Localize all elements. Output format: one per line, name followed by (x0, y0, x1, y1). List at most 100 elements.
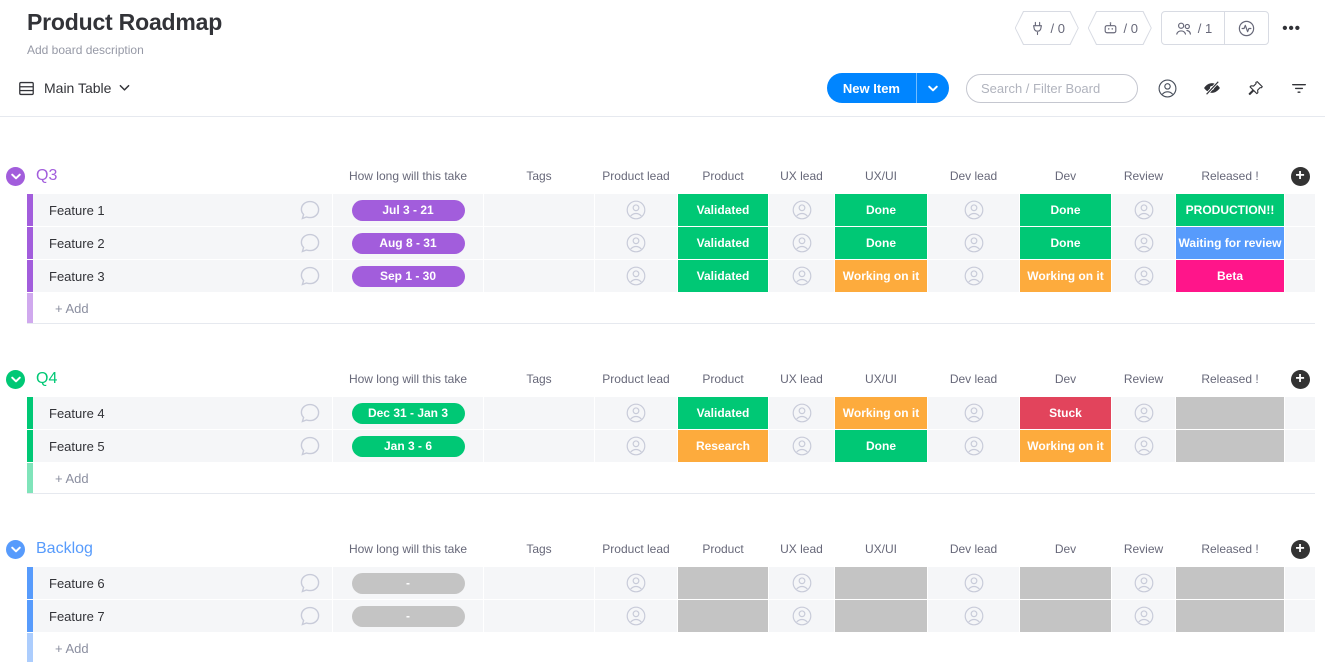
column-header-product-lead[interactable]: Product lead (602, 169, 670, 183)
search-input[interactable] (966, 73, 1138, 103)
timeline-cell[interactable]: Sep 1 - 30 (333, 260, 483, 292)
column-header-released[interactable]: Released ! (1201, 542, 1259, 556)
column-header-ux-lead[interactable]: UX lead (780, 542, 823, 556)
tags-cell[interactable] (484, 430, 594, 462)
product-lead-cell[interactable] (595, 397, 677, 429)
chat-bubble-icon[interactable] (298, 401, 322, 425)
hidden-columns-eye-icon[interactable] (1202, 78, 1222, 98)
dev-lead-cell[interactable] (928, 567, 1019, 599)
add-item-row[interactable]: + Add (27, 463, 1315, 494)
column-header-product-lead[interactable]: Product lead (602, 372, 670, 386)
dev-lead-cell[interactable] (928, 430, 1019, 462)
column-header-dev[interactable]: Dev (1054, 542, 1077, 556)
activity-badge[interactable] (1224, 12, 1268, 44)
timeline-cell[interactable]: Jul 3 - 21 (333, 194, 483, 226)
column-header-review[interactable]: Review (1123, 169, 1164, 183)
timeline-cell[interactable]: Dec 31 - Jan 3 (333, 397, 483, 429)
chat-bubble-icon[interactable] (298, 434, 322, 458)
column-header-ux-lead[interactable]: UX lead (780, 372, 823, 386)
dev-status-cell[interactable]: Stuck (1020, 397, 1111, 429)
column-header-tags[interactable]: Tags (526, 372, 552, 386)
product-lead-cell[interactable] (595, 430, 677, 462)
column-header-product[interactable]: Product (702, 169, 744, 183)
column-header-dev-lead[interactable]: Dev lead (949, 169, 998, 183)
released-status-cell[interactable] (1176, 397, 1284, 429)
ux-lead-cell[interactable] (769, 194, 834, 226)
column-header-product-lead[interactable]: Product lead (602, 542, 670, 556)
uxui-status-cell[interactable] (835, 567, 927, 599)
review-cell[interactable] (1112, 397, 1175, 429)
ux-lead-cell[interactable] (769, 260, 834, 292)
dev-lead-cell[interactable] (928, 227, 1019, 259)
ux-lead-cell[interactable] (769, 227, 834, 259)
automations-badge[interactable]: / 0 (1088, 11, 1152, 45)
timeline-cell[interactable]: - (333, 600, 483, 632)
product-status-cell[interactable]: Research (678, 430, 768, 462)
page-title[interactable]: Product Roadmap (27, 9, 223, 35)
product-status-cell[interactable]: Validated (678, 194, 768, 226)
dev-status-cell[interactable]: Done (1020, 227, 1111, 259)
tags-cell[interactable] (484, 600, 594, 632)
column-header-dev-lead[interactable]: Dev lead (949, 542, 998, 556)
uxui-status-cell[interactable]: Working on it (835, 260, 927, 292)
collapse-group-button[interactable] (6, 369, 25, 389)
column-header-product[interactable]: Product (702, 542, 744, 556)
released-status-cell[interactable]: Waiting for review (1176, 227, 1284, 259)
review-cell[interactable] (1112, 567, 1175, 599)
uxui-status-cell[interactable]: Done (835, 194, 927, 226)
uxui-status-cell[interactable] (835, 600, 927, 632)
dev-status-cell[interactable] (1020, 600, 1111, 632)
filter-icon[interactable] (1289, 78, 1309, 98)
column-header-timeline[interactable]: How long will this take (348, 372, 468, 386)
item-name[interactable]: Feature 2 (49, 235, 105, 251)
add-column-button[interactable]: + (1290, 166, 1310, 186)
review-cell[interactable] (1112, 194, 1175, 226)
review-cell[interactable] (1112, 227, 1175, 259)
released-status-cell[interactable] (1176, 567, 1284, 599)
product-status-cell[interactable]: Validated (678, 227, 768, 259)
add-item-row[interactable]: + Add (27, 293, 1315, 324)
released-status-cell[interactable] (1176, 430, 1284, 462)
column-header-uxui[interactable]: UX/UI (864, 542, 897, 556)
tags-cell[interactable] (484, 397, 594, 429)
column-header-tags[interactable]: Tags (526, 542, 552, 556)
column-header-released[interactable]: Released ! (1201, 372, 1259, 386)
column-header-product[interactable]: Product (702, 372, 744, 386)
add-column-button[interactable]: + (1290, 539, 1310, 559)
review-cell[interactable] (1112, 430, 1175, 462)
dev-status-cell[interactable]: Working on it (1020, 260, 1111, 292)
column-header-review[interactable]: Review (1123, 372, 1164, 386)
product-lead-cell[interactable] (595, 194, 677, 226)
timeline-cell[interactable]: Jan 3 - 6 (333, 430, 483, 462)
tags-cell[interactable] (484, 260, 594, 292)
new-item-dropdown[interactable] (917, 85, 949, 92)
item-name[interactable]: Feature 7 (49, 608, 105, 624)
ux-lead-cell[interactable] (769, 397, 834, 429)
column-header-tags[interactable]: Tags (526, 169, 552, 183)
ux-lead-cell[interactable] (769, 600, 834, 632)
collapse-group-button[interactable] (6, 539, 25, 559)
uxui-status-cell[interactable]: Done (835, 227, 927, 259)
dev-status-cell[interactable]: Done (1020, 194, 1111, 226)
board-description[interactable]: Add board description (27, 43, 144, 57)
pin-icon[interactable] (1246, 79, 1265, 98)
item-name[interactable]: Feature 5 (49, 438, 105, 454)
chat-bubble-icon[interactable] (298, 198, 322, 222)
column-header-uxui[interactable]: UX/UI (864, 372, 897, 386)
product-lead-cell[interactable] (595, 227, 677, 259)
column-header-dev-lead[interactable]: Dev lead (949, 372, 998, 386)
group-title[interactable]: Backlog (36, 540, 93, 557)
add-item-row[interactable]: + Add (27, 633, 1315, 662)
review-cell[interactable] (1112, 600, 1175, 632)
product-lead-cell[interactable] (595, 260, 677, 292)
released-status-cell[interactable]: PRODUCTION!! (1176, 194, 1284, 226)
column-header-timeline[interactable]: How long will this take (348, 169, 468, 183)
collapse-group-button[interactable] (6, 166, 25, 186)
tab-main-table[interactable]: Main Table (14, 79, 130, 98)
subscribers-badge[interactable]: / 1 (1162, 12, 1224, 44)
ux-lead-cell[interactable] (769, 567, 834, 599)
column-header-uxui[interactable]: UX/UI (864, 169, 897, 183)
product-status-cell[interactable] (678, 600, 768, 632)
integrations-badge[interactable]: / 0 (1015, 11, 1079, 45)
review-cell[interactable] (1112, 260, 1175, 292)
